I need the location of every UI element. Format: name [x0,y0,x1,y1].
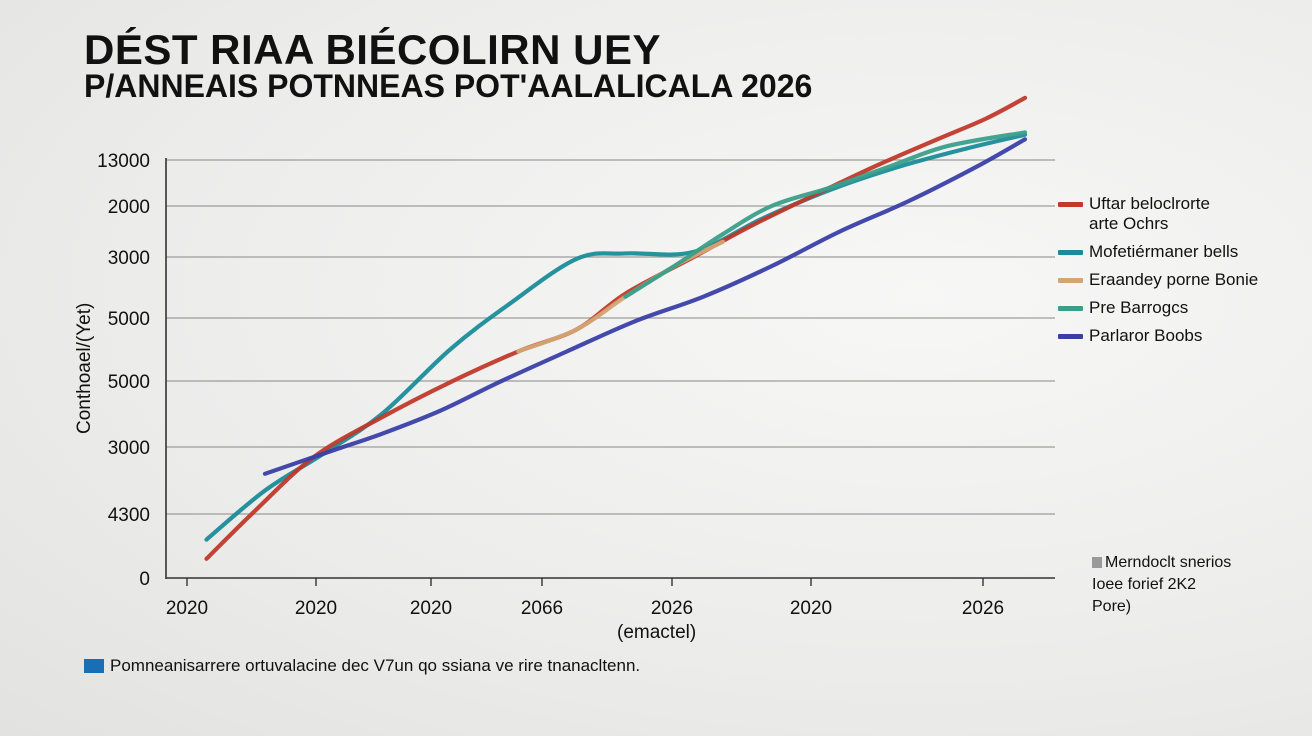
y-tick-label: 13000 [97,151,150,172]
legend-item: Pre Barrogcs [1058,298,1258,318]
x-tick-label: 2020 [295,598,337,619]
x-tick-label: 2020 [166,598,208,619]
x-tick-label: 2020 [790,598,832,619]
series-line-5 [262,137,1028,476]
series-line-1 [204,95,1028,561]
legend-swatch [1058,278,1083,283]
legend-swatch [1058,306,1083,311]
y-tick-label: 4300 [108,505,150,526]
x-tick-label: 2026 [962,598,1004,619]
legend-swatch [1058,334,1083,339]
footnote-text: Pomneanisarrere ortuvalacine dec V7un qo… [110,656,641,675]
y-tick-label: 0 [139,569,150,590]
series-line-2 [204,132,1028,542]
legend-label: Mofetiérmaner bells [1089,242,1239,261]
legend-label: Pre Barrogcs [1089,298,1189,317]
x-axis-unit-label: (emactel) [617,622,697,643]
note-text: Merndoclt snerios Ioee forief 2K2 Pore) [1092,554,1232,615]
series-line-4 [623,130,1028,299]
side-note: Merndoclt snerios Ioee forief 2K2 Pore) [1092,552,1272,618]
legend: Uftar beloclrorte arte Ochrs Mofetiérmane… [1058,194,1258,354]
legend-item: Mofetiérmaner bells [1058,242,1258,262]
legend-label: Eraandey porne Bonie [1089,270,1259,289]
y-tick-label: 3000 [108,438,150,459]
legend-swatch [1058,202,1083,207]
note-swatch [1092,557,1102,568]
legend-item: Uftar beloclrorte arte Ochrs [1058,194,1258,234]
y-tick-label: 2000 [108,197,150,218]
x-tick-label: 2020 [410,598,452,619]
chart-title: DÉST RIAA BIÉCOLIRN UEY [84,26,661,73]
legend-item: Parlaror Boobs [1058,326,1258,346]
chart-subtitle: P/ANNEAIS POTNNEAS POT'AALALICALA 2026 [84,68,813,104]
footnote: Pomneanisarrere ortuvalacine dec V7un qo… [84,656,640,676]
y-tick-label: 5000 [108,309,150,330]
legend-label: Parlaror Boobs [1089,326,1203,345]
y-tick-label: 5000 [108,372,150,393]
y-tick-label: 3000 [108,248,150,269]
x-tick-label: 2026 [651,598,693,619]
legend-label: Uftar beloclrorte arte Ochrs [1089,194,1210,233]
legend-item: Eraandey porne Bonie [1058,270,1258,290]
y-axis-label: Conthoael/(Yet) [74,302,95,434]
footnote-swatch [84,659,104,673]
x-tick-label: 2066 [521,598,563,619]
legend-swatch [1058,250,1083,255]
